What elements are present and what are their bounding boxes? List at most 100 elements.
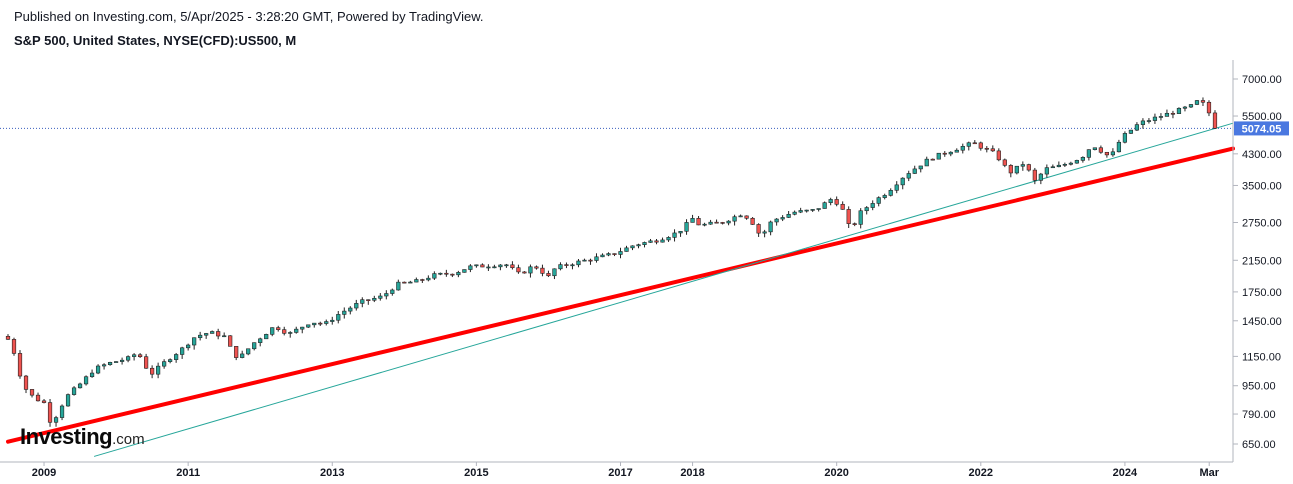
- candle: [1200, 97, 1206, 106]
- candle: [954, 148, 959, 153]
- candle-body-up: [648, 240, 653, 243]
- candle: [408, 280, 413, 284]
- candle-body-up: [192, 337, 197, 346]
- candle: [138, 353, 143, 358]
- candle: [564, 262, 569, 269]
- axis-layer: 7000.00 5500.00 4300.00 3500.00 2750.00 2150.…: [0, 60, 1289, 479]
- candle-body-down: [47, 402, 53, 423]
- candle: [1050, 164, 1055, 169]
- candle: [876, 196, 881, 207]
- y-tick-label: 1750.00: [1242, 287, 1282, 299]
- candle-body-down: [984, 147, 989, 150]
- candle-body-up: [1086, 149, 1091, 158]
- candle-body-up: [576, 260, 581, 266]
- candle-body-down: [522, 271, 527, 274]
- candle: [756, 223, 761, 237]
- candle-body-up: [1062, 163, 1067, 166]
- candle-body-down: [318, 322, 323, 325]
- candle-body-down: [144, 356, 149, 369]
- candle: [330, 316, 335, 325]
- candle: [1116, 139, 1122, 153]
- candle: [978, 141, 983, 151]
- candle: [894, 181, 899, 194]
- candle: [552, 268, 557, 280]
- candle-body-down: [516, 267, 521, 273]
- candle-body-down: [990, 148, 995, 152]
- candle: [264, 333, 269, 340]
- candle: [1176, 107, 1182, 114]
- candle-body-up: [101, 364, 107, 367]
- candle-body-down: [534, 266, 539, 269]
- candle: [240, 350, 245, 359]
- candle: [924, 156, 929, 167]
- candle: [606, 252, 611, 257]
- candle: [53, 415, 59, 427]
- candle: [510, 261, 515, 270]
- candle-body-up: [684, 222, 689, 232]
- candle: [930, 158, 935, 161]
- candle: [570, 263, 575, 270]
- candle: [360, 297, 365, 308]
- candle: [780, 215, 785, 222]
- candle: [948, 151, 953, 157]
- candle-body-up: [264, 334, 269, 340]
- candle: [222, 332, 227, 338]
- candle: [372, 295, 377, 303]
- candle-body-down: [402, 281, 407, 284]
- candle: [1068, 161, 1073, 166]
- candle: [852, 222, 857, 227]
- candle: [1182, 105, 1188, 112]
- x-tick-label: 2011: [176, 467, 200, 479]
- candle: [870, 200, 875, 211]
- candle-body-up: [222, 335, 227, 338]
- candle: [348, 306, 353, 315]
- candle-body-down: [972, 142, 977, 145]
- candle-body-up: [113, 361, 119, 363]
- candle: [588, 258, 593, 265]
- candle-body-up: [960, 146, 965, 151]
- candle: [101, 363, 107, 370]
- candle-body-up: [396, 281, 401, 291]
- candle: [1086, 149, 1091, 161]
- candle: [162, 359, 167, 369]
- candle-body-up: [876, 197, 881, 204]
- candle: [23, 374, 29, 394]
- candle: [216, 328, 221, 340]
- candle-body-up: [666, 237, 671, 241]
- candle-body-up: [810, 209, 815, 211]
- candle: [1134, 122, 1140, 132]
- candle-body-down: [750, 217, 755, 225]
- candle-body-up: [324, 321, 329, 324]
- candle-body-up: [912, 168, 917, 174]
- candle: [810, 209, 815, 212]
- candle: [1206, 100, 1212, 117]
- candle: [684, 219, 689, 235]
- candle-body-up: [882, 195, 887, 198]
- candle: [276, 325, 281, 332]
- candle-body-down: [11, 339, 17, 354]
- candle: [107, 361, 113, 366]
- candle-body-up: [107, 362, 113, 366]
- candle-body-down: [5, 335, 11, 340]
- candle-body-up: [900, 177, 905, 186]
- candle: [618, 247, 623, 259]
- y-tick-label: 650.00: [1242, 439, 1276, 451]
- candle-body-down: [35, 394, 41, 402]
- candle: [246, 348, 251, 356]
- x-tick-label: 2020: [824, 467, 848, 479]
- y-tick-label: 790.00: [1242, 409, 1276, 421]
- candle: [150, 365, 155, 379]
- candle-body-up: [426, 277, 431, 281]
- candle: [1074, 159, 1079, 164]
- candle-body-up: [660, 239, 665, 243]
- candle: [113, 361, 119, 363]
- candle: [744, 215, 749, 220]
- candle-body-up: [330, 319, 335, 322]
- candle-body-up: [672, 232, 677, 238]
- y-tick-label: 2150.00: [1242, 255, 1282, 267]
- candle: [1002, 158, 1007, 168]
- candle-body-down: [366, 299, 371, 301]
- candle: [306, 324, 311, 328]
- candle-body-up: [384, 293, 389, 297]
